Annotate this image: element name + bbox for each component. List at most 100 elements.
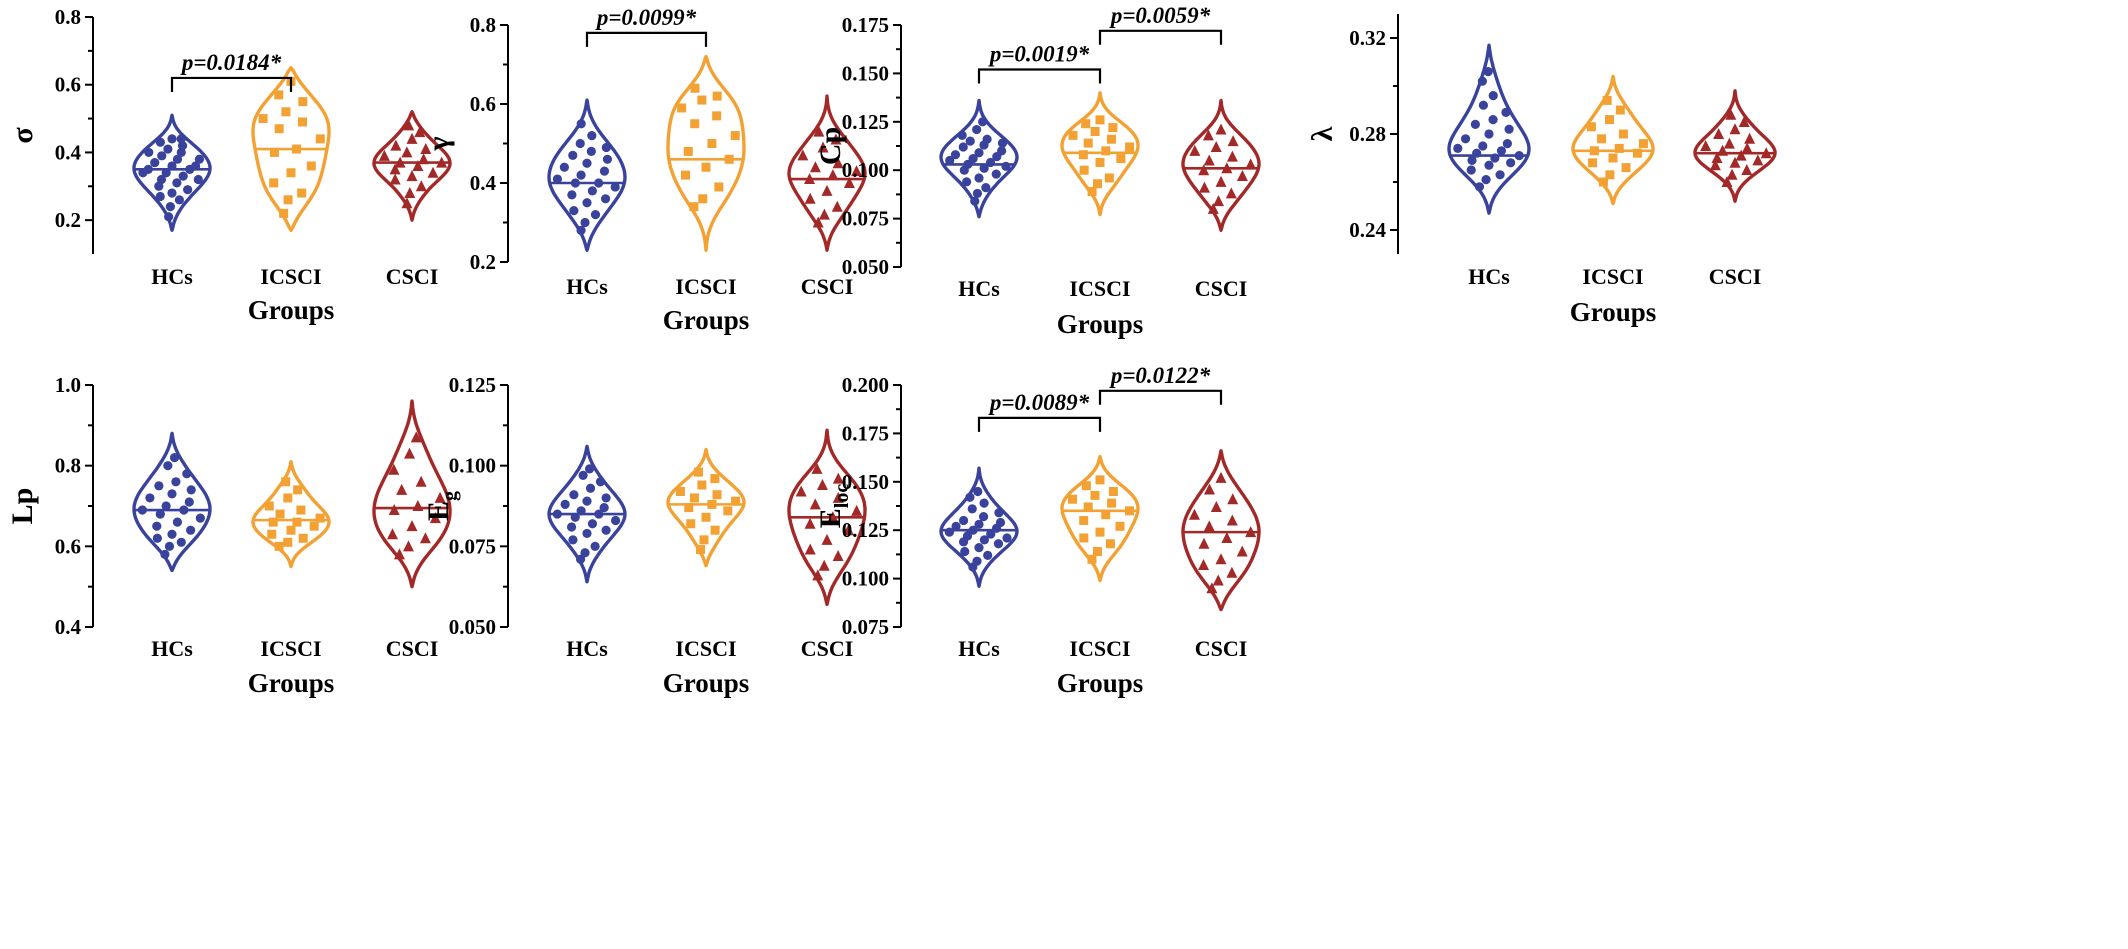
data-point-hcs-5 — [1506, 158, 1516, 168]
data-point-csci-5 — [429, 512, 441, 524]
data-point-icsci-3 — [1079, 533, 1089, 543]
data-point-hcs-2 — [590, 541, 600, 551]
data-point-csci-14 — [1202, 129, 1214, 141]
data-point-hcs-16 — [602, 154, 613, 164]
data-point-icsci-11 — [675, 486, 685, 496]
data-point-hcs-14 — [143, 164, 153, 174]
data-point-hcs-16 — [1504, 124, 1514, 134]
data-point-icsci-14 — [281, 477, 291, 487]
violin-outline-csci — [1181, 449, 1261, 612]
y-axis-title-subscript: loc — [831, 484, 853, 509]
data-point-csci-5 — [427, 166, 439, 178]
data-point-hcs-0 — [1474, 182, 1485, 192]
data-point-hcs-23 — [972, 124, 982, 135]
data-point-icsci-1 — [283, 195, 293, 205]
data-point-icsci-13 — [710, 474, 720, 484]
data-point-hcs-19 — [1501, 107, 1511, 117]
data-point-hcs-3 — [962, 177, 972, 187]
data-point-csci-12 — [816, 479, 828, 491]
data-point-csci-15 — [1729, 123, 1741, 135]
data-point-csci-7 — [827, 511, 839, 523]
data-point-icsci-7 — [1101, 146, 1111, 156]
data-point-hcs-15 — [167, 161, 177, 171]
data-point-icsci-2 — [1104, 173, 1114, 183]
data-point-hcs-11 — [944, 527, 954, 537]
data-point-csci-1 — [1213, 195, 1225, 207]
data-point-icsci-5 — [724, 154, 734, 164]
y-axis-title-main: γ — [422, 136, 455, 151]
data-point-hcs-9 — [1472, 148, 1482, 158]
data-point-csci-8 — [436, 156, 448, 168]
data-point-csci-16 — [414, 126, 426, 138]
data-point-hcs-7 — [1490, 153, 1500, 163]
data-point-hcs-5 — [183, 185, 193, 195]
y-axis-title-main: E — [814, 508, 847, 528]
data-point-hcs-16 — [995, 517, 1006, 528]
data-point-csci-5 — [1236, 545, 1248, 557]
x-tick-label-csci: CSCI — [1195, 636, 1248, 661]
data-point-csci-11 — [1189, 144, 1201, 156]
data-point-icsci-2 — [1105, 539, 1115, 549]
data-point-hcs-7 — [979, 535, 989, 545]
data-point-icsci-10 — [1106, 134, 1116, 144]
data-point-hcs-1 — [972, 188, 983, 199]
data-point-hcs-21 — [169, 453, 180, 463]
significance-bracket-0 — [585, 31, 708, 47]
data-point-csci-5 — [842, 524, 854, 536]
data-point-icsci-3 — [681, 170, 691, 180]
data-point-csci-2 — [1226, 566, 1238, 578]
data-point-icsci-6 — [1078, 150, 1088, 160]
data-point-hcs-13 — [599, 503, 609, 513]
y-tick-label-3: 1.0 — [55, 373, 81, 397]
data-point-hcs-6 — [567, 190, 577, 200]
data-point-icsci-3 — [267, 529, 277, 539]
data-point-icsci-5 — [1115, 521, 1125, 531]
data-point-icsci-9 — [1083, 138, 1093, 148]
data-point-csci-1 — [1726, 168, 1738, 180]
data-point-hcs-12 — [161, 168, 171, 178]
data-point-icsci-14 — [693, 467, 703, 477]
data-point-icsci-4 — [701, 512, 711, 522]
x-tick-label-csci: CSCI — [386, 264, 439, 289]
y-tick-label-2: 0.6 — [55, 73, 81, 97]
violin-outline-hcs — [547, 444, 627, 584]
data-point-icsci-3 — [1588, 158, 1598, 168]
data-point-hcs-15 — [1484, 129, 1494, 139]
data-point-hcs-5 — [186, 525, 196, 535]
data-point-csci-13 — [1227, 493, 1239, 505]
data-point-icsci-2 — [1621, 163, 1631, 173]
y-axis-title-subscript: g — [439, 491, 461, 501]
data-point-icsci-4 — [286, 525, 296, 535]
x-tick-label-csci: CSCI — [801, 274, 854, 299]
data-point-csci-10 — [418, 153, 430, 165]
data-point-hcs-19 — [194, 154, 205, 164]
data-point-csci-10 — [832, 491, 844, 503]
violin-icsci — [251, 66, 331, 232]
data-point-csci-2 — [831, 200, 843, 212]
data-point-csci-5 — [1236, 170, 1248, 182]
data-point-hcs-1 — [1481, 175, 1491, 185]
data-point-icsci-7 — [292, 144, 302, 154]
data-point-csci-9 — [1717, 144, 1729, 156]
data-point-csci-13 — [420, 143, 432, 155]
data-point-icsci-3 — [269, 178, 279, 188]
data-point-hcs-14 — [1460, 134, 1471, 144]
data-point-icsci-10 — [712, 111, 722, 121]
data-point-csci-3 — [1198, 181, 1210, 193]
data-point-csci-8 — [1245, 158, 1257, 170]
data-point-icsci-14 — [1081, 481, 1091, 491]
data-point-icsci-6 — [1079, 516, 1089, 526]
panel-eg: 0.050 0.075 0.100 0.125 Eg HCs ICSCI CSCI Groups — [422, 373, 867, 698]
data-point-icsci-1 — [1605, 170, 1615, 180]
violin-hcs — [939, 466, 1019, 588]
data-point-hcs-3 — [960, 546, 970, 557]
data-point-hcs-12 — [968, 525, 978, 535]
data-point-csci-7 — [1221, 162, 1233, 174]
x-axis-title: Groups — [248, 295, 335, 325]
data-point-hcs-21 — [587, 131, 597, 141]
data-point-csci-13 — [832, 472, 844, 484]
data-point-csci-11 — [795, 485, 807, 497]
data-point-hcs-1 — [580, 217, 590, 228]
data-point-hcs-3 — [1466, 165, 1476, 175]
data-point-csci-9 — [396, 483, 408, 495]
